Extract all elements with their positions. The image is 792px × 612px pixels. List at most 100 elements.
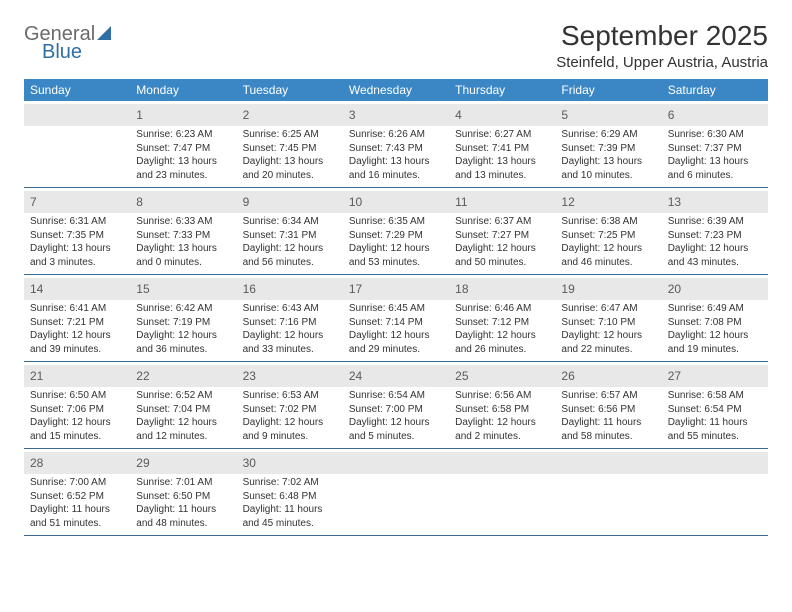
daylight-text: Daylight: 12 hours and 5 minutes. — [349, 416, 443, 443]
sunrise-text: Sunrise: 6:29 AM — [561, 128, 655, 142]
daylight-text: Daylight: 13 hours and 20 minutes. — [243, 155, 337, 182]
sunset-text: Sunset: 7:23 PM — [668, 229, 762, 243]
day-cell: . — [555, 449, 661, 535]
daylight-text: Daylight: 13 hours and 3 minutes. — [30, 242, 124, 269]
day-number-row: 27 — [662, 365, 768, 387]
day-number: 4 — [455, 108, 462, 122]
sunset-text: Sunset: 6:56 PM — [561, 403, 655, 417]
sunset-text: Sunset: 7:02 PM — [243, 403, 337, 417]
sunrise-text: Sunrise: 6:35 AM — [349, 215, 443, 229]
day-info: Sunrise: 6:31 AMSunset: 7:35 PMDaylight:… — [30, 215, 124, 269]
day-info: Sunrise: 6:37 AMSunset: 7:27 PMDaylight:… — [455, 215, 549, 269]
day-number-row: 29 — [130, 452, 236, 474]
day-cell: 2Sunrise: 6:25 AMSunset: 7:45 PMDaylight… — [237, 101, 343, 187]
daylight-text: Daylight: 12 hours and 26 minutes. — [455, 329, 549, 356]
day-number-row: 9 — [237, 191, 343, 213]
day-number: 30 — [243, 456, 256, 470]
day-number: 24 — [349, 369, 362, 383]
day-cell: 28Sunrise: 7:00 AMSunset: 6:52 PMDayligh… — [24, 449, 130, 535]
title-block: September 2025 Steinfeld, Upper Austria,… — [556, 20, 768, 71]
day-cell: 18Sunrise: 6:46 AMSunset: 7:12 PMDayligh… — [449, 275, 555, 361]
daylight-text: Daylight: 12 hours and 33 minutes. — [243, 329, 337, 356]
day-cell: 10Sunrise: 6:35 AMSunset: 7:29 PMDayligh… — [343, 188, 449, 274]
day-number-row: 14 — [24, 278, 130, 300]
day-info: Sunrise: 6:33 AMSunset: 7:33 PMDaylight:… — [136, 215, 230, 269]
location-text: Steinfeld, Upper Austria, Austria — [556, 54, 768, 71]
day-info: Sunrise: 7:01 AMSunset: 6:50 PMDaylight:… — [136, 476, 230, 530]
sunset-text: Sunset: 7:39 PM — [561, 142, 655, 156]
day-number: 28 — [30, 456, 43, 470]
sunset-text: Sunset: 6:50 PM — [136, 490, 230, 504]
day-cell: 26Sunrise: 6:57 AMSunset: 6:56 PMDayligh… — [555, 362, 661, 448]
daylight-text: Daylight: 12 hours and 53 minutes. — [349, 242, 443, 269]
day-number: 1 — [136, 108, 143, 122]
sunset-text: Sunset: 6:54 PM — [668, 403, 762, 417]
day-number-row: . — [555, 452, 661, 474]
day-number: 6 — [668, 108, 675, 122]
day-number-row: 22 — [130, 365, 236, 387]
daylight-text: Daylight: 13 hours and 10 minutes. — [561, 155, 655, 182]
daylight-text: Daylight: 12 hours and 22 minutes. — [561, 329, 655, 356]
logo-line2: Blue — [42, 42, 111, 62]
calendar-week: 28Sunrise: 7:00 AMSunset: 6:52 PMDayligh… — [24, 449, 768, 536]
sunset-text: Sunset: 7:47 PM — [136, 142, 230, 156]
sunrise-text: Sunrise: 6:42 AM — [136, 302, 230, 316]
day-cell: . — [449, 449, 555, 535]
daylight-text: Daylight: 12 hours and 9 minutes. — [243, 416, 337, 443]
day-number-row: 23 — [237, 365, 343, 387]
day-cell: 21Sunrise: 6:50 AMSunset: 7:06 PMDayligh… — [24, 362, 130, 448]
daylight-text: Daylight: 12 hours and 36 minutes. — [136, 329, 230, 356]
day-number: 7 — [30, 195, 37, 209]
sunrise-text: Sunrise: 7:02 AM — [243, 476, 337, 490]
day-number-row: 6 — [662, 104, 768, 126]
day-info: Sunrise: 6:54 AMSunset: 7:00 PMDaylight:… — [349, 389, 443, 443]
day-number-row: 1 — [130, 104, 236, 126]
calendar-week: 7 Sunrise: 6:31 AMSunset: 7:35 PMDaylight… — [24, 188, 768, 275]
daylight-text: Daylight: 12 hours and 50 minutes. — [455, 242, 549, 269]
day-number-row: 5 — [555, 104, 661, 126]
day-number-row: 28 — [24, 452, 130, 474]
daylight-text: Daylight: 11 hours and 48 minutes. — [136, 503, 230, 530]
day-number: 20 — [668, 282, 681, 296]
sunset-text: Sunset: 7:06 PM — [30, 403, 124, 417]
sunrise-text: Sunrise: 6:38 AM — [561, 215, 655, 229]
sunrise-text: Sunrise: 6:53 AM — [243, 389, 337, 403]
day-number-row: . — [662, 452, 768, 474]
day-number-row: 10 — [343, 191, 449, 213]
day-number-row: 16 — [237, 278, 343, 300]
day-info: Sunrise: 6:58 AMSunset: 6:54 PMDaylight:… — [668, 389, 762, 443]
day-number-row: 25 — [449, 365, 555, 387]
sunset-text: Sunset: 6:48 PM — [243, 490, 337, 504]
day-number-row: 19 — [555, 278, 661, 300]
day-number-row: 12 — [555, 191, 661, 213]
day-number: 17 — [349, 282, 362, 296]
day-number-row: 13 — [662, 191, 768, 213]
day-number-row: 7 — [24, 191, 130, 213]
daylight-text: Daylight: 12 hours and 46 minutes. — [561, 242, 655, 269]
day-cell: 11Sunrise: 6:37 AMSunset: 7:27 PMDayligh… — [449, 188, 555, 274]
day-number: 15 — [136, 282, 149, 296]
sunset-text: Sunset: 7:31 PM — [243, 229, 337, 243]
day-info: Sunrise: 6:41 AMSunset: 7:21 PMDaylight:… — [30, 302, 124, 356]
sunrise-text: Sunrise: 6:58 AM — [668, 389, 762, 403]
weekday-label: Monday — [130, 79, 236, 101]
sunset-text: Sunset: 7:43 PM — [349, 142, 443, 156]
day-cell: 6Sunrise: 6:30 AMSunset: 7:37 PMDaylight… — [662, 101, 768, 187]
day-info: Sunrise: 6:38 AMSunset: 7:25 PMDaylight:… — [561, 215, 655, 269]
day-info: Sunrise: 6:42 AMSunset: 7:19 PMDaylight:… — [136, 302, 230, 356]
sunset-text: Sunset: 7:33 PM — [136, 229, 230, 243]
day-info: Sunrise: 7:02 AMSunset: 6:48 PMDaylight:… — [243, 476, 337, 530]
day-number: 12 — [561, 195, 574, 209]
day-cell: . — [343, 449, 449, 535]
sunrise-text: Sunrise: 6:56 AM — [455, 389, 549, 403]
day-info: Sunrise: 6:43 AMSunset: 7:16 PMDaylight:… — [243, 302, 337, 356]
sunrise-text: Sunrise: 6:41 AM — [30, 302, 124, 316]
day-number-row: . — [24, 104, 130, 126]
triangle-icon — [97, 26, 111, 40]
day-number-row: . — [449, 452, 555, 474]
day-cell: 13Sunrise: 6:39 AMSunset: 7:23 PMDayligh… — [662, 188, 768, 274]
day-number: 9 — [243, 195, 250, 209]
day-info: Sunrise: 6:27 AMSunset: 7:41 PMDaylight:… — [455, 128, 549, 182]
sunset-text: Sunset: 7:19 PM — [136, 316, 230, 330]
day-number: 22 — [136, 369, 149, 383]
